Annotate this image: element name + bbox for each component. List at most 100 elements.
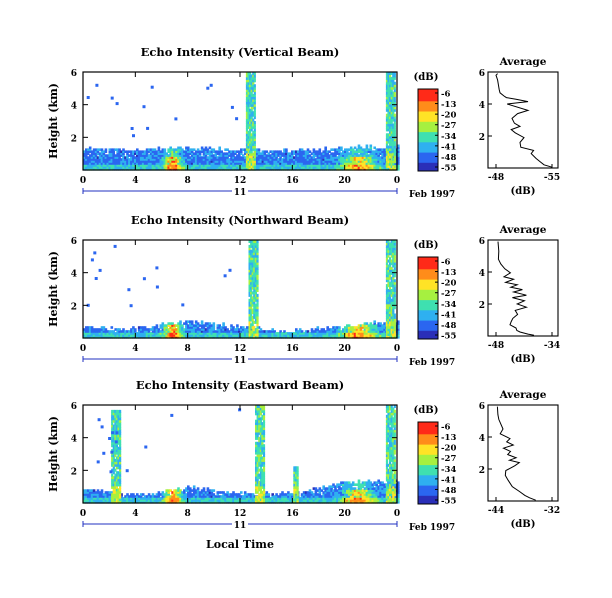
- echo-cell: [273, 162, 276, 165]
- echo-cell: [218, 160, 221, 163]
- echo-cell: [363, 495, 367, 498]
- echo-cell: [98, 154, 102, 157]
- echo-cell: [340, 491, 343, 494]
- echo-cell: [137, 499, 141, 502]
- echo-cell: [373, 158, 376, 161]
- echo-cell: [179, 324, 182, 327]
- echo-cell: [106, 332, 110, 335]
- echo-cell: [308, 166, 312, 169]
- echo-cell: [145, 499, 149, 502]
- plume-cell: [392, 274, 395, 278]
- echo-cell: [200, 326, 204, 329]
- plume-cell: [385, 296, 389, 300]
- colorbar-tick-label: -27: [441, 289, 456, 299]
- plume-cell: [387, 103, 390, 107]
- echo-cell: [181, 497, 184, 500]
- echo-cell: [224, 493, 227, 496]
- plume-cell: [111, 412, 114, 416]
- plume-cell: [385, 84, 389, 88]
- echo-cell: [167, 164, 170, 167]
- echo-cell: [236, 160, 239, 163]
- echo-cell: [349, 336, 353, 339]
- echo-cell: [238, 156, 241, 159]
- echo-cell: [161, 330, 165, 333]
- echo-cell: [157, 148, 161, 151]
- plume-cell: [248, 330, 251, 334]
- echo-cell: [375, 495, 378, 498]
- echo-cell: [143, 150, 147, 153]
- echo-cell: [212, 156, 216, 159]
- plume-cell: [249, 143, 252, 147]
- echo-cell: [316, 334, 320, 337]
- echo-cell: [206, 497, 210, 500]
- colorbar-segment: [418, 308, 438, 311]
- echo-cell: [279, 160, 282, 163]
- echo-cell: [267, 332, 271, 335]
- echo-cell: [94, 154, 98, 157]
- echo-cell: [363, 501, 367, 504]
- echo-cell: [120, 501, 123, 504]
- echo-cell: [88, 497, 92, 500]
- echo-cell: [289, 332, 292, 335]
- echo-cell: [189, 334, 192, 337]
- echo-cell: [202, 497, 206, 500]
- echo-cell: [289, 336, 292, 339]
- echo-cell: [334, 164, 337, 167]
- echo-cell: [279, 334, 282, 337]
- echo-cell: [308, 150, 312, 153]
- echo-cell: [336, 160, 339, 163]
- echo-cell: [245, 330, 249, 333]
- echo-cell: [383, 324, 386, 327]
- plume-cell: [112, 419, 115, 423]
- echo-cell: [255, 166, 259, 169]
- echo-cell: [126, 156, 129, 159]
- plume-cell: [256, 240, 259, 243]
- plume-cell: [115, 488, 118, 492]
- echo-cell: [198, 160, 202, 163]
- echo-cell: [122, 158, 125, 161]
- echo-cell: [334, 332, 337, 335]
- plume-cell: [251, 323, 254, 327]
- echo-cell: [259, 166, 263, 169]
- echo-cell: [289, 168, 292, 171]
- echo-cell: [257, 158, 261, 161]
- echo-cell: [202, 334, 206, 337]
- echo-cell: [194, 334, 198, 337]
- plume-cell: [251, 262, 254, 266]
- echo-cell: [346, 487, 349, 490]
- echo-cell: [228, 168, 231, 171]
- plume-cell: [387, 86, 390, 90]
- plume-cell: [250, 264, 253, 268]
- plume-cell: [250, 279, 253, 283]
- echo-cell: [255, 168, 259, 171]
- echo-cell: [295, 493, 298, 496]
- plume-cell: [250, 274, 253, 278]
- echo-cell: [175, 330, 178, 333]
- echo-cell: [114, 164, 117, 167]
- echo-cell: [190, 156, 194, 159]
- echo-cell: [336, 332, 339, 335]
- plume-cell: [393, 108, 396, 112]
- echo-cell: [204, 324, 208, 327]
- plume-cell: [385, 330, 389, 334]
- echo-cell: [210, 154, 214, 157]
- echo-cell: [85, 162, 88, 165]
- echo-cell: [346, 330, 349, 333]
- plume-cell: [392, 315, 395, 319]
- plume-cell: [245, 79, 249, 83]
- echo-cell: [395, 162, 398, 165]
- plume-cell: [247, 108, 250, 112]
- echo-cell: [94, 152, 98, 155]
- echo-cell: [316, 158, 320, 161]
- echo-cell: [88, 501, 92, 504]
- echo-cell: [367, 324, 371, 327]
- plume-cell: [111, 414, 114, 418]
- plume-cell: [117, 473, 120, 477]
- echo-cell: [192, 489, 196, 492]
- echo-cell: [122, 499, 125, 502]
- plume-cell: [117, 466, 120, 470]
- plume-cell: [117, 483, 120, 487]
- echo-cell: [147, 330, 151, 333]
- echo-cell: [338, 162, 341, 165]
- echo-cell: [171, 326, 174, 329]
